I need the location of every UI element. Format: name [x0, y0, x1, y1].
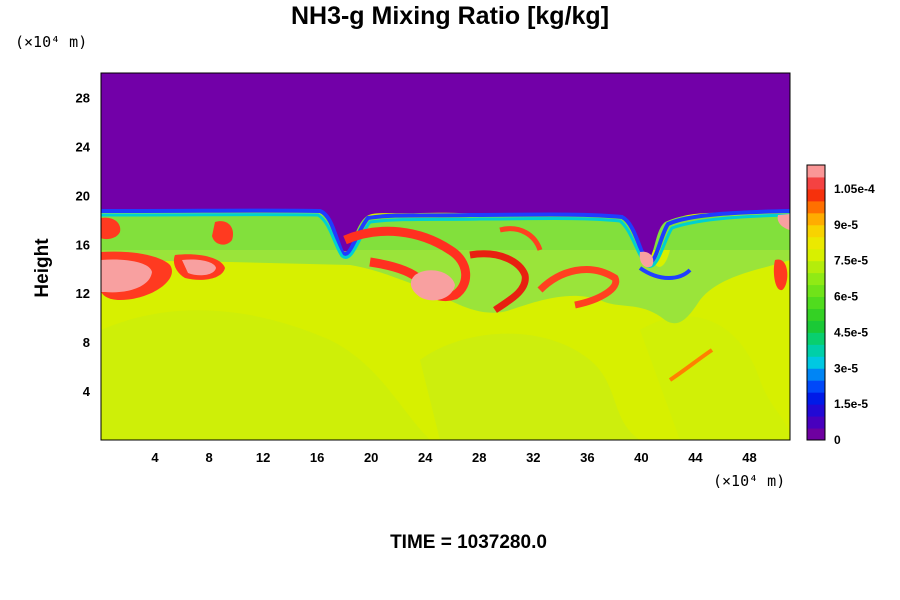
- plot-frame: [100, 72, 791, 441]
- colorbar: 0 1.5e-5 3e-5 4.5e-5 6e-5 7.5e-5 9e-5 1.05e-4: [806, 164, 875, 447]
- red-filament: [469, 250, 529, 313]
- y-ticks: 4 8 12 16 20 24 28: [76, 90, 91, 399]
- x-tick-label: 36: [580, 450, 594, 465]
- upper-boundary-cyan: [101, 213, 790, 268]
- colorbar-swatch: [807, 284, 825, 298]
- x-tick-label: 12: [256, 450, 270, 465]
- colorbar-frame: [806, 164, 826, 441]
- y-tick-label: 12: [76, 286, 90, 301]
- pink-patch: [777, 214, 790, 230]
- x-tick-label: 40: [634, 450, 648, 465]
- colorbar-swatch: [807, 236, 825, 250]
- orange-filament: [668, 348, 714, 382]
- y-tick-label: 16: [76, 237, 90, 252]
- y-tick-label: 8: [83, 335, 90, 350]
- colorbar-swatch: [807, 248, 825, 262]
- region-upper-layer: [101, 73, 790, 261]
- lower-swirl: [101, 310, 430, 440]
- y-tick-label: 24: [76, 139, 91, 154]
- colorbar-label: 6e-5: [834, 290, 858, 304]
- y-tick-label: 4: [83, 384, 91, 399]
- pink-patch: [639, 251, 654, 268]
- chart-title: NH3-g Mixing Ratio [kg/kg]: [290, 2, 610, 30]
- colorbar-label: 7.5e-5: [834, 254, 868, 268]
- lower-swirl: [420, 333, 640, 440]
- pink-patch: [182, 259, 216, 276]
- colorbar-swatch: [807, 200, 825, 214]
- colorbar-swatch: [807, 296, 825, 309]
- colorbar-label: 4.5e-5: [834, 325, 868, 339]
- blue-swirl: [638, 266, 692, 280]
- x-ticks: 4 8 12 16 20 24 28 32 36 40 44 48: [151, 450, 756, 465]
- colorbar-swatch: [807, 356, 825, 369]
- colorbar-label: 9e-5: [834, 218, 858, 232]
- colorbar-label: 0: [834, 433, 841, 447]
- y-tick-label: 20: [76, 188, 90, 203]
- pink-patch: [101, 259, 152, 293]
- colorbar-swatch: [807, 368, 825, 381]
- colorbar-label: 3e-5: [834, 361, 858, 375]
- x-tick-label: 8: [205, 450, 212, 465]
- colorbar-swatch: [807, 176, 825, 190]
- red-filament: [537, 266, 620, 309]
- red-filament: [343, 226, 471, 301]
- colorbar-swatch: [807, 404, 825, 417]
- red-filament: [499, 226, 543, 251]
- x-tick-label: 44: [688, 450, 703, 465]
- red-patch: [773, 259, 788, 291]
- x-tick-label: 32: [526, 450, 540, 465]
- time-label: TIME = 1037280.0: [390, 532, 547, 553]
- colorbar-swatch: [807, 428, 825, 441]
- colorbar-label: 1.05e-4: [834, 182, 875, 196]
- plot-area: [101, 73, 790, 440]
- x-tick-label: 4: [151, 450, 159, 465]
- x-tick-label: 24: [418, 450, 433, 465]
- red-patch: [101, 217, 121, 240]
- pink-patch: [410, 270, 455, 301]
- colorbar-swatch: [807, 188, 825, 202]
- x-tick-label: 48: [742, 450, 756, 465]
- colorbar-swatch: [807, 212, 825, 226]
- colorbar-swatch: [807, 392, 825, 405]
- x-axis-unit: (×10⁴ m): [713, 472, 786, 490]
- upper-boundary: [101, 208, 790, 265]
- y-tick-label: 28: [76, 90, 90, 105]
- x-tick-label: 28: [472, 450, 486, 465]
- colorbar-label: 1.5e-5: [834, 397, 868, 411]
- colorbar-swatch: [807, 320, 825, 333]
- lower-swirl: [640, 316, 790, 440]
- colorbar-swatch: [807, 260, 825, 274]
- colorbar-swatch: [807, 344, 825, 357]
- y-axis-unit: (×10⁴ m): [15, 33, 88, 51]
- colorbar-swatch: [807, 380, 825, 393]
- x-tick-label: 20: [364, 450, 378, 465]
- colorbar-swatch: [807, 165, 825, 178]
- red-patch: [212, 221, 234, 245]
- colorbar-swatch: [807, 416, 825, 429]
- colorbar-swatch: [807, 224, 825, 238]
- colorbar-swatch: [807, 332, 825, 345]
- colorbar-swatch: [807, 308, 825, 321]
- x-tick-label: 16: [310, 450, 324, 465]
- colorbar-swatch: [807, 272, 825, 286]
